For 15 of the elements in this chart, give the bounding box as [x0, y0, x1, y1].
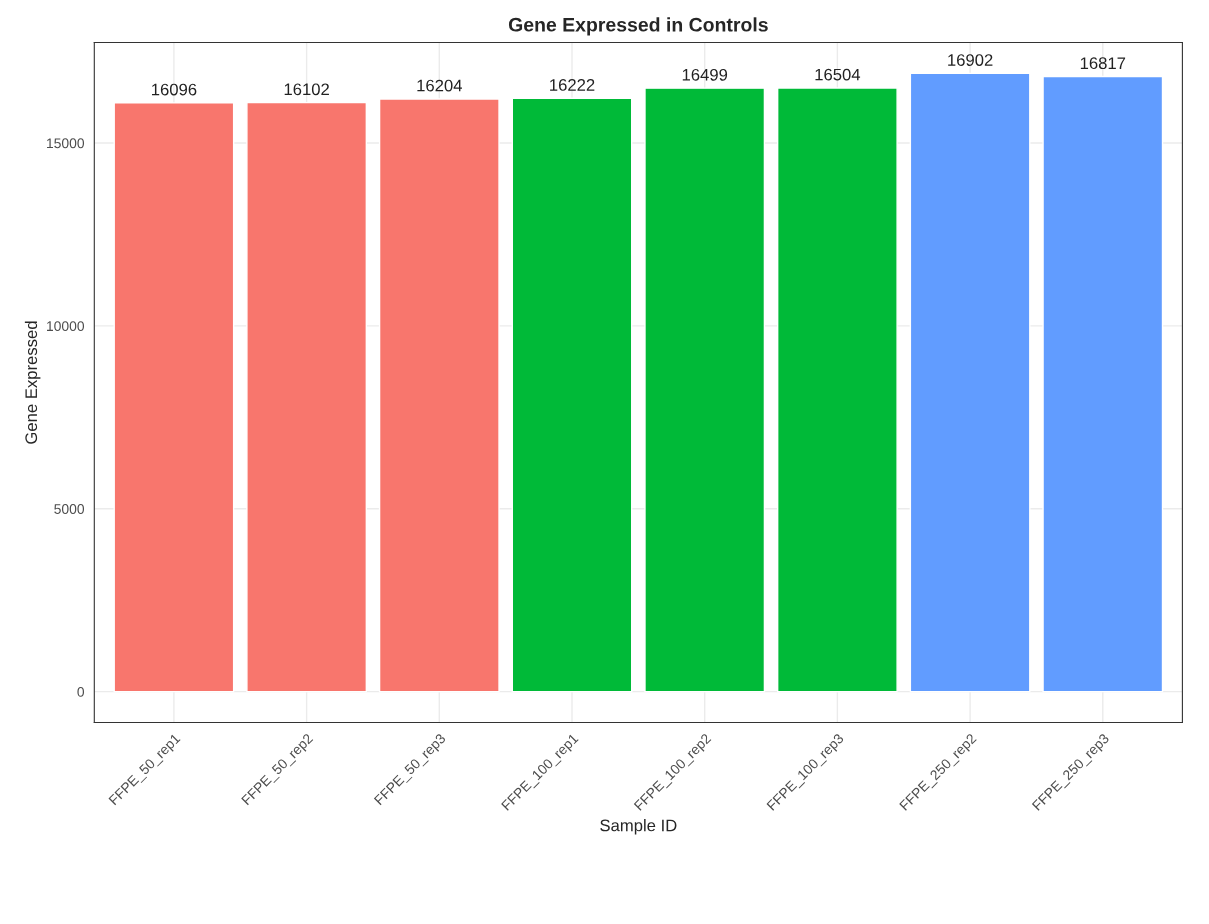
chart-title: Gene Expressed in Controls	[508, 17, 768, 36]
data-label: 16817	[1080, 57, 1126, 70]
data-label: 16504	[815, 68, 861, 81]
y-tick-label: 15000	[47, 138, 85, 149]
data-label: 16499	[682, 68, 728, 81]
data-label: 16902	[948, 54, 993, 66]
y-axis-title: Gene Expressed	[24, 321, 41, 444]
y-tick-label: 10000	[47, 321, 85, 332]
data-label: 16222	[550, 79, 595, 91]
y-tick-label: 5000	[54, 504, 85, 514]
data-label: 16204	[417, 79, 462, 92]
data-label: 16102	[284, 83, 329, 96]
y-tick-label: 0	[77, 686, 85, 697]
data-label: 16096	[152, 83, 197, 96]
x-axis-title: Sample ID	[600, 819, 677, 835]
